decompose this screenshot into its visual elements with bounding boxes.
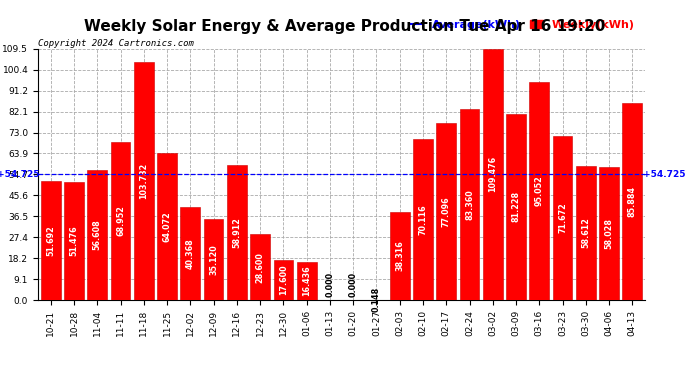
Bar <box>553 135 573 300</box>
Bar <box>41 182 61 300</box>
Text: 58.028: 58.028 <box>604 218 613 249</box>
Bar <box>483 49 502 300</box>
Text: 28.600: 28.600 <box>255 252 265 283</box>
Text: 58.912: 58.912 <box>233 217 241 248</box>
Bar <box>227 165 247 300</box>
Text: 40.368: 40.368 <box>186 238 195 269</box>
Text: 77.096: 77.096 <box>442 196 451 227</box>
Text: 51.476: 51.476 <box>70 226 79 256</box>
Text: 85.884: 85.884 <box>628 186 637 217</box>
Text: 81.228: 81.228 <box>511 191 520 222</box>
Bar <box>157 153 177 300</box>
Text: 51.692: 51.692 <box>46 225 55 256</box>
Bar <box>622 103 642 300</box>
Text: 0.000: 0.000 <box>348 272 357 297</box>
Text: +54.725: +54.725 <box>0 170 40 179</box>
Bar <box>413 139 433 300</box>
Bar <box>204 219 224 300</box>
Text: 95.052: 95.052 <box>535 176 544 206</box>
Bar <box>250 234 270 300</box>
Bar <box>460 109 480 300</box>
Bar <box>506 114 526 300</box>
Text: 35.120: 35.120 <box>209 244 218 275</box>
Text: 0.148: 0.148 <box>372 287 381 312</box>
Text: 17.600: 17.600 <box>279 264 288 295</box>
Text: 58.612: 58.612 <box>582 217 591 248</box>
Bar <box>297 262 317 300</box>
Bar <box>599 167 619 300</box>
Bar <box>134 62 154 300</box>
Text: 16.436: 16.436 <box>302 266 311 297</box>
Legend: Average(kWh), Weekly(kWh): Average(kWh), Weekly(kWh) <box>405 15 640 34</box>
Text: Copyright 2024 Cartronics.com: Copyright 2024 Cartronics.com <box>38 39 194 48</box>
Bar <box>436 123 456 300</box>
Text: 68.952: 68.952 <box>116 206 125 236</box>
Text: 38.316: 38.316 <box>395 241 404 272</box>
Text: 70.116: 70.116 <box>418 204 428 235</box>
Text: +54.725: +54.725 <box>643 170 686 179</box>
Bar <box>88 170 107 300</box>
Text: 0.000: 0.000 <box>326 272 335 297</box>
Text: 109.476: 109.476 <box>489 156 497 192</box>
Bar <box>273 260 293 300</box>
Text: 83.360: 83.360 <box>465 189 474 220</box>
Text: 56.608: 56.608 <box>92 220 101 251</box>
Text: 64.072: 64.072 <box>163 211 172 242</box>
Text: 71.672: 71.672 <box>558 202 567 233</box>
Text: Weekly Solar Energy & Average Production Tue Apr 16 19:20: Weekly Solar Energy & Average Production… <box>84 19 606 34</box>
Bar <box>390 212 410 300</box>
Bar <box>576 165 595 300</box>
Bar <box>181 207 200 300</box>
Text: 103.732: 103.732 <box>139 163 148 199</box>
Bar <box>64 182 84 300</box>
Bar <box>529 82 549 300</box>
Bar <box>110 142 130 300</box>
